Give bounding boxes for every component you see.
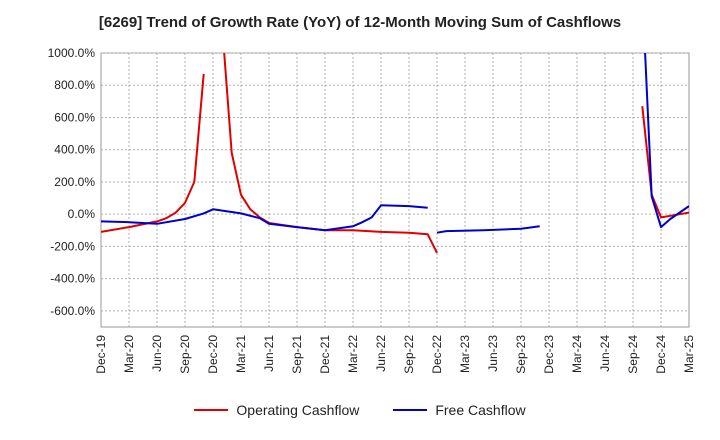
legend-label-free-cashflow: Free Cashflow bbox=[435, 402, 526, 418]
x-tick-label: Jun-21 bbox=[262, 335, 276, 372]
x-axis: Dec-19 Mar-20 Jun-20 Sep-20 Dec-20 Mar-21 Jun-… bbox=[94, 335, 696, 374]
x-tick-label: Sep-23 bbox=[514, 335, 528, 374]
x-tick-label: Jun-22 bbox=[374, 335, 388, 372]
legend-item-free-cashflow: Free Cashflow bbox=[393, 402, 526, 418]
series-line-operating-cashflow bbox=[101, 73, 205, 233]
series-line-free-cashflow bbox=[436, 225, 540, 234]
y-tick-label: -200.0% bbox=[50, 239, 95, 253]
x-tick-label: Mar-23 bbox=[458, 335, 472, 373]
y-tick-label: 800.0% bbox=[54, 78, 95, 92]
y-tick-label: 600.0% bbox=[54, 110, 95, 124]
x-tick-label: Sep-21 bbox=[290, 335, 304, 374]
x-tick-label: Dec-19 bbox=[94, 335, 108, 374]
legend-label-operating-cashflow: Operating Cashflow bbox=[236, 402, 360, 418]
grid bbox=[101, 52, 689, 327]
y-tick-label: 1000.0% bbox=[48, 46, 96, 60]
series-line-free-cashflow bbox=[101, 204, 428, 232]
x-tick-label: Mar-20 bbox=[122, 335, 136, 373]
y-tick-label: 200.0% bbox=[54, 175, 95, 189]
series-line-free-cashflow bbox=[644, 53, 689, 229]
x-tick-label: Jun-24 bbox=[598, 335, 612, 372]
x-tick-label: Mar-24 bbox=[570, 335, 584, 373]
y-tick-label: -600.0% bbox=[50, 304, 95, 318]
plot-area bbox=[100, 52, 690, 328]
x-tick-label: Mar-22 bbox=[346, 335, 360, 373]
x-tick-label: Sep-22 bbox=[402, 335, 416, 374]
x-tick-label: Dec-22 bbox=[430, 335, 444, 374]
x-tick-label: Mar-25 bbox=[682, 335, 696, 373]
x-tick-label: Jun-20 bbox=[150, 335, 164, 372]
chart-title: [6269] Trend of Growth Rate (YoY) of 12-… bbox=[98, 14, 622, 31]
x-tick-label: Jun-23 bbox=[486, 335, 500, 372]
legend-swatch-free-cashflow bbox=[393, 409, 428, 411]
legend: Operating Cashflow Free Cashflow bbox=[0, 402, 720, 418]
legend-swatch-operating-cashflow bbox=[194, 409, 229, 411]
y-axis: 1000.0% 800.0% 600.0% 400.0% 200.0% 0.0% -200.… bbox=[48, 46, 96, 318]
line-chart: 1000.0% 800.0% 600.0% 400.0% 200.0% 0.0% -200.… bbox=[48, 46, 696, 374]
series-layer bbox=[101, 53, 689, 254]
legend-item-operating-cashflow: Operating Cashflow bbox=[194, 402, 359, 418]
x-tick-label: Dec-21 bbox=[318, 335, 332, 374]
y-tick-label: 0.0% bbox=[68, 207, 96, 221]
x-tick-label: Sep-20 bbox=[178, 335, 192, 374]
y-tick-label: 400.0% bbox=[54, 143, 95, 157]
x-tick-label: Dec-20 bbox=[206, 335, 220, 374]
x-tick-label: Dec-23 bbox=[542, 335, 556, 374]
y-tick-label: -400.0% bbox=[50, 272, 95, 286]
x-tick-label: Dec-24 bbox=[654, 335, 668, 374]
x-tick-label: Sep-24 bbox=[626, 335, 640, 374]
x-tick-label: Mar-21 bbox=[234, 335, 248, 373]
